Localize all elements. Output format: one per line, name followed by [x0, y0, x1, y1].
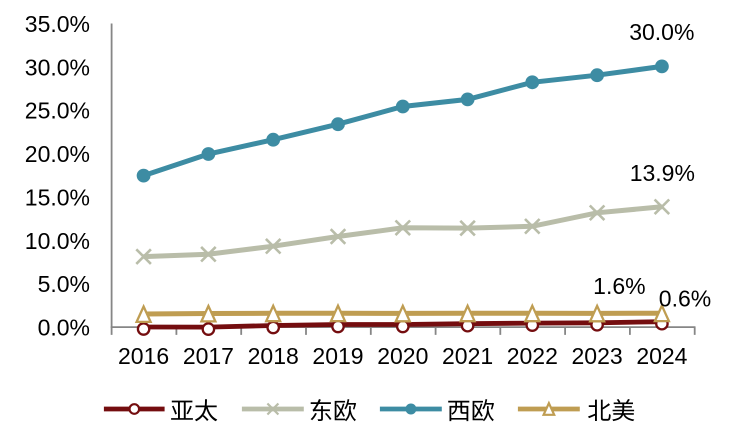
svg-text:35.0%: 35.0% [25, 11, 90, 37]
svg-text:2017: 2017 [183, 343, 234, 369]
svg-text:2024: 2024 [636, 343, 687, 369]
svg-text:15.0%: 15.0% [25, 184, 90, 210]
svg-text:20.0%: 20.0% [25, 141, 90, 167]
svg-text:30.0%: 30.0% [629, 19, 694, 45]
svg-text:2021: 2021 [442, 343, 493, 369]
svg-text:2019: 2019 [312, 343, 363, 369]
svg-text:2022: 2022 [507, 343, 558, 369]
svg-text:2016: 2016 [118, 343, 169, 369]
svg-text:5.0%: 5.0% [38, 271, 90, 297]
svg-text:25.0%: 25.0% [25, 98, 90, 124]
svg-text:10.0%: 10.0% [25, 228, 90, 254]
svg-text:1.6%: 1.6% [593, 273, 645, 299]
svg-text:13.9%: 13.9% [630, 160, 695, 186]
svg-text:0.6%: 0.6% [659, 286, 711, 312]
svg-text:2018: 2018 [248, 343, 299, 369]
svg-text:2023: 2023 [572, 343, 623, 369]
svg-text:0.0%: 0.0% [38, 315, 90, 341]
svg-text:30.0%: 30.0% [25, 54, 90, 80]
svg-text:2020: 2020 [377, 343, 428, 369]
